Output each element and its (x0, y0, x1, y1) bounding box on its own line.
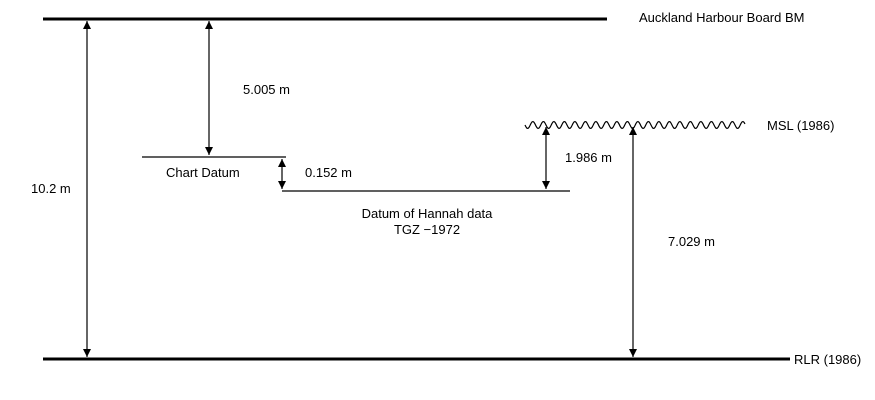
rlr-label: RLR (1986) (794, 352, 861, 367)
chart-datum-label: Chart Datum (166, 165, 240, 180)
hannah-datum-label-line2: TGZ −1972 (394, 222, 460, 237)
msl-to-rlr-value: 7.029 m (668, 234, 715, 249)
msl-to-hannah-value: 1.986 m (565, 150, 612, 165)
msl-wavy-line (524, 120, 746, 130)
chart-to-hannah-value: 0.152 m (305, 165, 352, 180)
hannah-datum-label-line1: Datum of Hannah data (362, 206, 494, 221)
auckland-bm-label: Auckland Harbour Board BM (639, 10, 804, 25)
bm-to-chart-datum-value: 5.005 m (243, 82, 290, 97)
msl-label: MSL (1986) (767, 118, 834, 133)
bm-to-rlr-value: 10.2 m (31, 181, 71, 196)
